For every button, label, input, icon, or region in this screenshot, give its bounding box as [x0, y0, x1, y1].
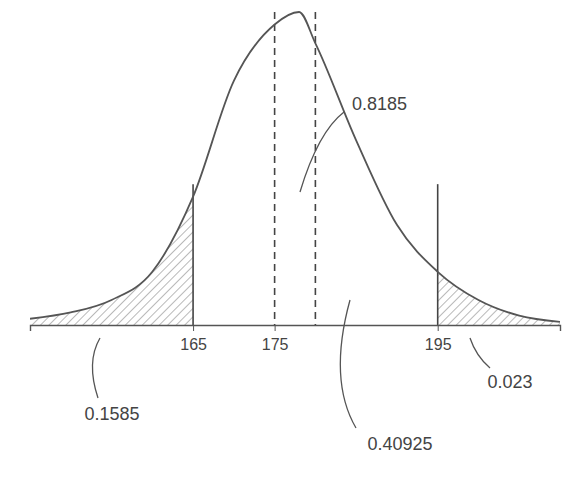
- shaded-group: [30, 12, 193, 325]
- leader-line: [92, 338, 100, 398]
- vertical-line: [437, 184, 439, 325]
- x-tick-mark: [438, 325, 439, 331]
- vertical-line: [192, 184, 194, 325]
- chart: 165 175 195 0.1585 0.8185 0.40925 0.023: [0, 0, 566, 488]
- shaded-group: [438, 12, 560, 325]
- x-tick: 165: [180, 325, 207, 353]
- annotation: 0.023: [487, 372, 532, 392]
- annotation: 0.8185: [352, 94, 407, 114]
- density-curve: [30, 12, 560, 322]
- annotation: 0.1585: [84, 404, 139, 424]
- x-tick-label: 165: [180, 336, 207, 353]
- plot-area: [30, 12, 560, 325]
- x-tick-label: 195: [425, 336, 452, 353]
- x-tick-label: 175: [262, 336, 289, 353]
- shaded-area: [30, 12, 193, 325]
- annotation: 0.40925: [367, 434, 432, 454]
- shaded-area: [438, 12, 560, 325]
- x-tick: 175: [262, 325, 289, 353]
- leader-line: [340, 300, 356, 428]
- x-tick: 195: [425, 325, 452, 353]
- x-axis-line: [31, 326, 561, 332]
- leader-line: [300, 112, 344, 192]
- vertical-line: [274, 12, 276, 325]
- leader-line: [470, 338, 490, 368]
- x-tick-mark: [193, 325, 194, 331]
- x-tick-mark: [275, 325, 276, 331]
- x-axis: 165 175 195: [31, 325, 561, 353]
- annotations: 0.1585 0.8185 0.40925 0.023: [84, 94, 532, 454]
- vertical-line: [315, 12, 317, 325]
